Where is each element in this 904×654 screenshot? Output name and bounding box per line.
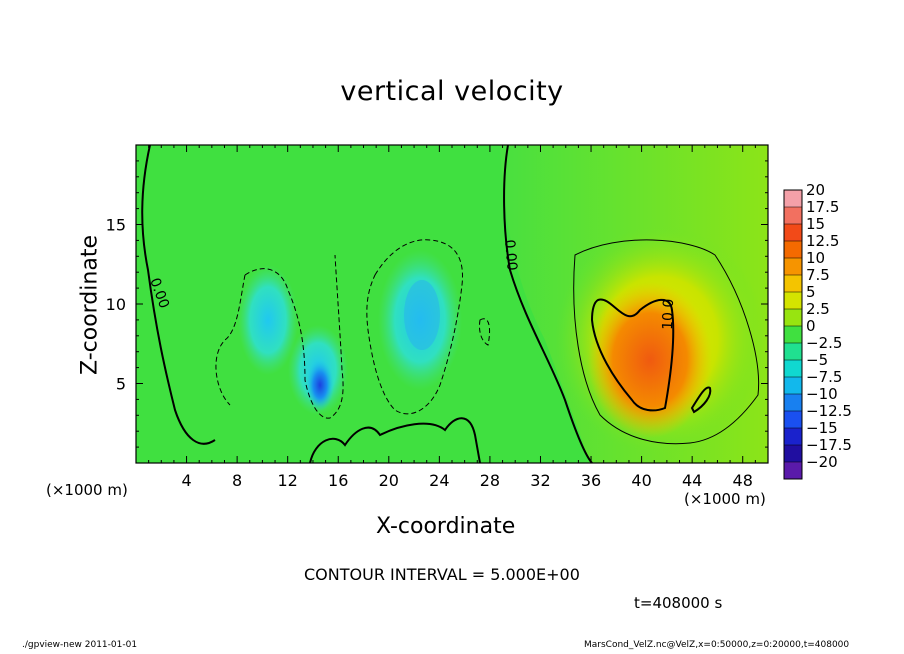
zero-contour-bottom [309,417,481,463]
x-axis-label: X-coordinate [376,514,516,539]
colorbar: 2017.51512.5107.552.50−2.5−5−7.5−10−12.5… [783,181,852,480]
colorbar-swatch [784,445,802,462]
colorbar-label: −5 [806,351,828,369]
footer-source: MarsCond_VelZ.nc@VelZ,x=0:50000,z=0:2000… [584,640,850,650]
updraft-core [588,282,712,438]
x-unit-label-left: (×1000 m) [46,481,128,499]
colorbar-swatch [784,394,802,411]
downdraft-right-core [404,280,440,350]
colorbar-swatch [784,360,802,377]
colorbar-label: −15 [806,419,838,437]
chart-title: vertical velocity [340,76,564,107]
colorbar-label: 2.5 [806,300,830,318]
colorbar-swatch [784,411,802,428]
colorbar-swatch [784,275,802,292]
x-tick-label: 4 [181,471,191,490]
y-tick-label: 5 [116,375,126,394]
x-tick-label: 36 [581,471,601,490]
colorbar-label: 5 [806,283,816,301]
y-tick-label: 10 [106,295,126,314]
colorbar-swatch [784,309,802,326]
colorbar-swatch [784,343,802,360]
colorbar-label: 17.5 [806,198,839,216]
contour-interval-note: CONTOUR INTERVAL = 5.000E+00 [304,565,580,584]
x-tick-label: 20 [379,471,399,490]
footer-program: ./gpview-new 2011-01-01 [22,640,138,650]
plot-area [136,145,768,463]
colorbar-label: −10 [806,385,838,403]
five-contour [573,239,760,445]
colorbar-swatch [784,258,802,275]
y-axis-label: Z-coordinate [77,235,103,375]
ten-contour [590,298,675,412]
neg-contour-d [479,318,491,346]
colorbar-label: −17.5 [806,436,852,454]
zero-contour-right [503,145,593,463]
x-axis-ticks: 4 8 12 16 20 24 28 32 36 40 44 48 [148,145,756,490]
y-axis-ticks: 5 10 15 [106,160,768,448]
colorbar-label: −7.5 [806,368,842,386]
neg-contour-c [366,239,464,415]
colorbar-label: 0 [806,317,816,335]
colorbar-swatch [784,326,802,343]
colorbar-swatch [784,190,802,207]
x-tick-label: 28 [480,471,500,490]
colorbar-label: 7.5 [806,266,830,284]
y-tick-label: 15 [106,216,126,235]
colorbar-label: 20 [806,181,825,199]
colorbar-label: 15 [806,215,825,233]
downdraft-mid [306,359,334,411]
contour-label-updraft: 10.0 [660,298,677,330]
x-tick-label: 16 [328,471,348,490]
colorbar-swatch [784,377,802,394]
neg-contour-a [244,254,344,419]
x-tick-label: 24 [429,471,449,490]
colorbar-label: −12.5 [806,402,852,420]
time-stamp: t=408000 s [634,594,723,612]
x-tick-label: 8 [232,471,242,490]
downdraft-left [238,265,298,375]
colorbar-swatch [784,428,802,445]
colorbar-swatch [784,224,802,241]
colorbar-label: 12.5 [806,232,839,250]
colorbar-swatch [784,241,802,258]
colorbar-swatch [784,462,802,479]
x-tick-label: 48 [733,471,753,490]
colorbar-label: 10 [806,249,825,267]
x-tick-label: 12 [278,471,298,490]
x-tick-label: 32 [530,471,550,490]
colorbar-label: −2.5 [806,334,842,352]
contour-label-right: 0.00 [501,239,520,271]
x-tick-label: 40 [631,471,651,490]
x-unit-label-right: (×1000 m) [684,490,766,508]
colorbar-swatch [784,207,802,224]
colorbar-label: −20 [806,453,838,471]
x-tick-label: 44 [682,471,702,490]
zero-contour-left [141,145,216,445]
colorbar-swatch [784,292,802,309]
ten-contour-small [690,386,712,414]
